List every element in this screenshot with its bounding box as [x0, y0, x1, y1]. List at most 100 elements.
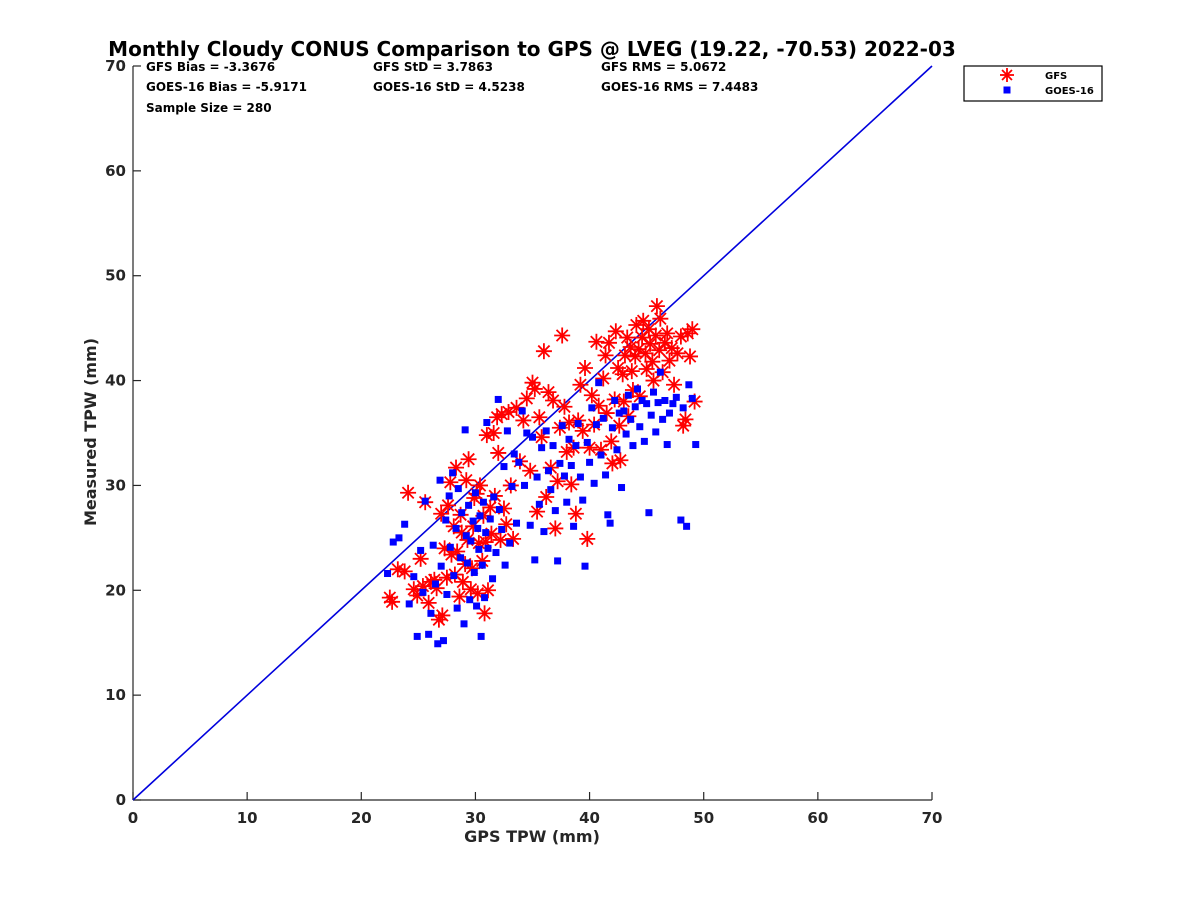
- goes16-point: [627, 415, 635, 423]
- goes16-point: [513, 519, 521, 527]
- goes16-point: [533, 473, 541, 481]
- goes16-point: [542, 427, 550, 435]
- gfs-point: [623, 363, 640, 380]
- goes16-point: [692, 441, 700, 449]
- goes16-point: [659, 415, 667, 423]
- goes16-point: [431, 580, 439, 588]
- goes16-point: [498, 525, 506, 533]
- goes16-point: [523, 429, 531, 437]
- goes16-point: [446, 543, 454, 551]
- goes16-point: [556, 459, 564, 467]
- gfs-point: [471, 477, 488, 494]
- y-tick-label: 30: [105, 476, 126, 494]
- goes16-point: [405, 600, 413, 608]
- gfs-point: [522, 462, 539, 479]
- gfs-point: [518, 390, 535, 407]
- goes16-point: [437, 562, 445, 570]
- goes16-point: [663, 441, 671, 449]
- stat-goes-bias: GOES-16 Bias = -5.9171: [146, 80, 307, 94]
- gfs-point: [563, 476, 580, 493]
- x-tick-label: 30: [465, 809, 486, 827]
- goes16-point: [419, 588, 427, 596]
- goes16-point: [665, 409, 673, 417]
- goes16-point: [458, 509, 466, 517]
- goes16-point: [429, 541, 437, 549]
- gfs-point: [384, 593, 401, 610]
- goes16-point: [560, 472, 568, 480]
- goes16-point: [611, 396, 619, 404]
- gfs-point: [540, 384, 557, 401]
- goes16-point: [413, 632, 421, 640]
- legend-gfs-label: GFS: [1045, 71, 1067, 82]
- y-tick-label: 0: [116, 791, 126, 809]
- gfs-point: [462, 581, 479, 598]
- goes16-point: [482, 529, 490, 537]
- x-tick-label: 50: [693, 809, 714, 827]
- y-tick-label: 20: [105, 581, 126, 599]
- goes16-point: [547, 486, 555, 494]
- goes16-point: [652, 428, 660, 436]
- goes16-point: [613, 446, 621, 454]
- stat-gfs-bias: GFS Bias = -3.3676: [146, 60, 275, 74]
- gfs-point: [616, 347, 633, 364]
- gfs-point: [478, 427, 495, 444]
- gfs-point: [396, 563, 413, 580]
- goes16-point: [395, 534, 403, 542]
- goes16-point: [535, 500, 543, 508]
- legend-gfs-asterisk: [1000, 68, 1014, 82]
- x-tick-label: 20: [351, 809, 372, 827]
- gfs-point: [556, 398, 573, 415]
- gfs-point: [451, 588, 468, 605]
- gfs-point: [574, 422, 591, 439]
- goes16-point: [473, 602, 481, 610]
- goes16-point: [483, 419, 491, 427]
- goes16-point: [531, 556, 539, 564]
- goes16-point: [478, 561, 486, 569]
- stat-gfs-std: GFS StD = 3.7863: [373, 60, 493, 74]
- gfs-point: [652, 310, 669, 327]
- x-tick-label: 0: [128, 809, 138, 827]
- goes16-point: [501, 561, 509, 569]
- goes16-point: [631, 403, 639, 411]
- gfs-point: [492, 531, 509, 548]
- goes16-point: [476, 512, 484, 520]
- goes16-point: [647, 411, 655, 419]
- goes16-point: [558, 422, 566, 430]
- goes16-point: [567, 462, 575, 470]
- goes16-point: [521, 481, 529, 489]
- goes16-point: [477, 632, 485, 640]
- goes16-point: [490, 493, 498, 501]
- goes16-point: [638, 396, 646, 404]
- one-to-one-line: [132, 65, 933, 801]
- gfs-point: [659, 325, 676, 342]
- x-tick-label: 40: [579, 809, 600, 827]
- goes16-point: [654, 399, 662, 407]
- gfs-point: [666, 376, 683, 393]
- goes16-point: [618, 484, 626, 492]
- gfs-point: [577, 359, 594, 376]
- goes16-point: [669, 400, 677, 408]
- gfs-point: [684, 321, 701, 338]
- goes16-point: [620, 407, 628, 415]
- goes16-point: [495, 506, 503, 514]
- goes16-point: [586, 458, 594, 466]
- y-tick-label: 60: [105, 162, 126, 180]
- goes16-point: [474, 524, 482, 532]
- goes16-point: [510, 450, 518, 458]
- goes16-point: [494, 395, 502, 403]
- gfs-point: [485, 425, 502, 441]
- goes16-point: [581, 562, 589, 570]
- stat-goes-std: GOES-16 StD = 4.5238: [373, 80, 525, 94]
- gfs-point: [442, 474, 459, 491]
- goes16-point: [649, 388, 657, 396]
- goes16-point: [466, 596, 474, 604]
- goes16-point: [643, 400, 651, 408]
- goes16-point: [574, 420, 582, 428]
- goes16-point: [503, 427, 511, 435]
- goes16-point: [463, 559, 471, 567]
- gfs-point: [647, 327, 664, 344]
- goes16-point: [465, 501, 473, 509]
- goes16-point: [469, 517, 477, 525]
- plot-axes: 0 10 20 30 40 50 60 70 0 10 20 30 40 50 60 70: [105, 57, 942, 827]
- y-tick-label: 10: [105, 686, 126, 704]
